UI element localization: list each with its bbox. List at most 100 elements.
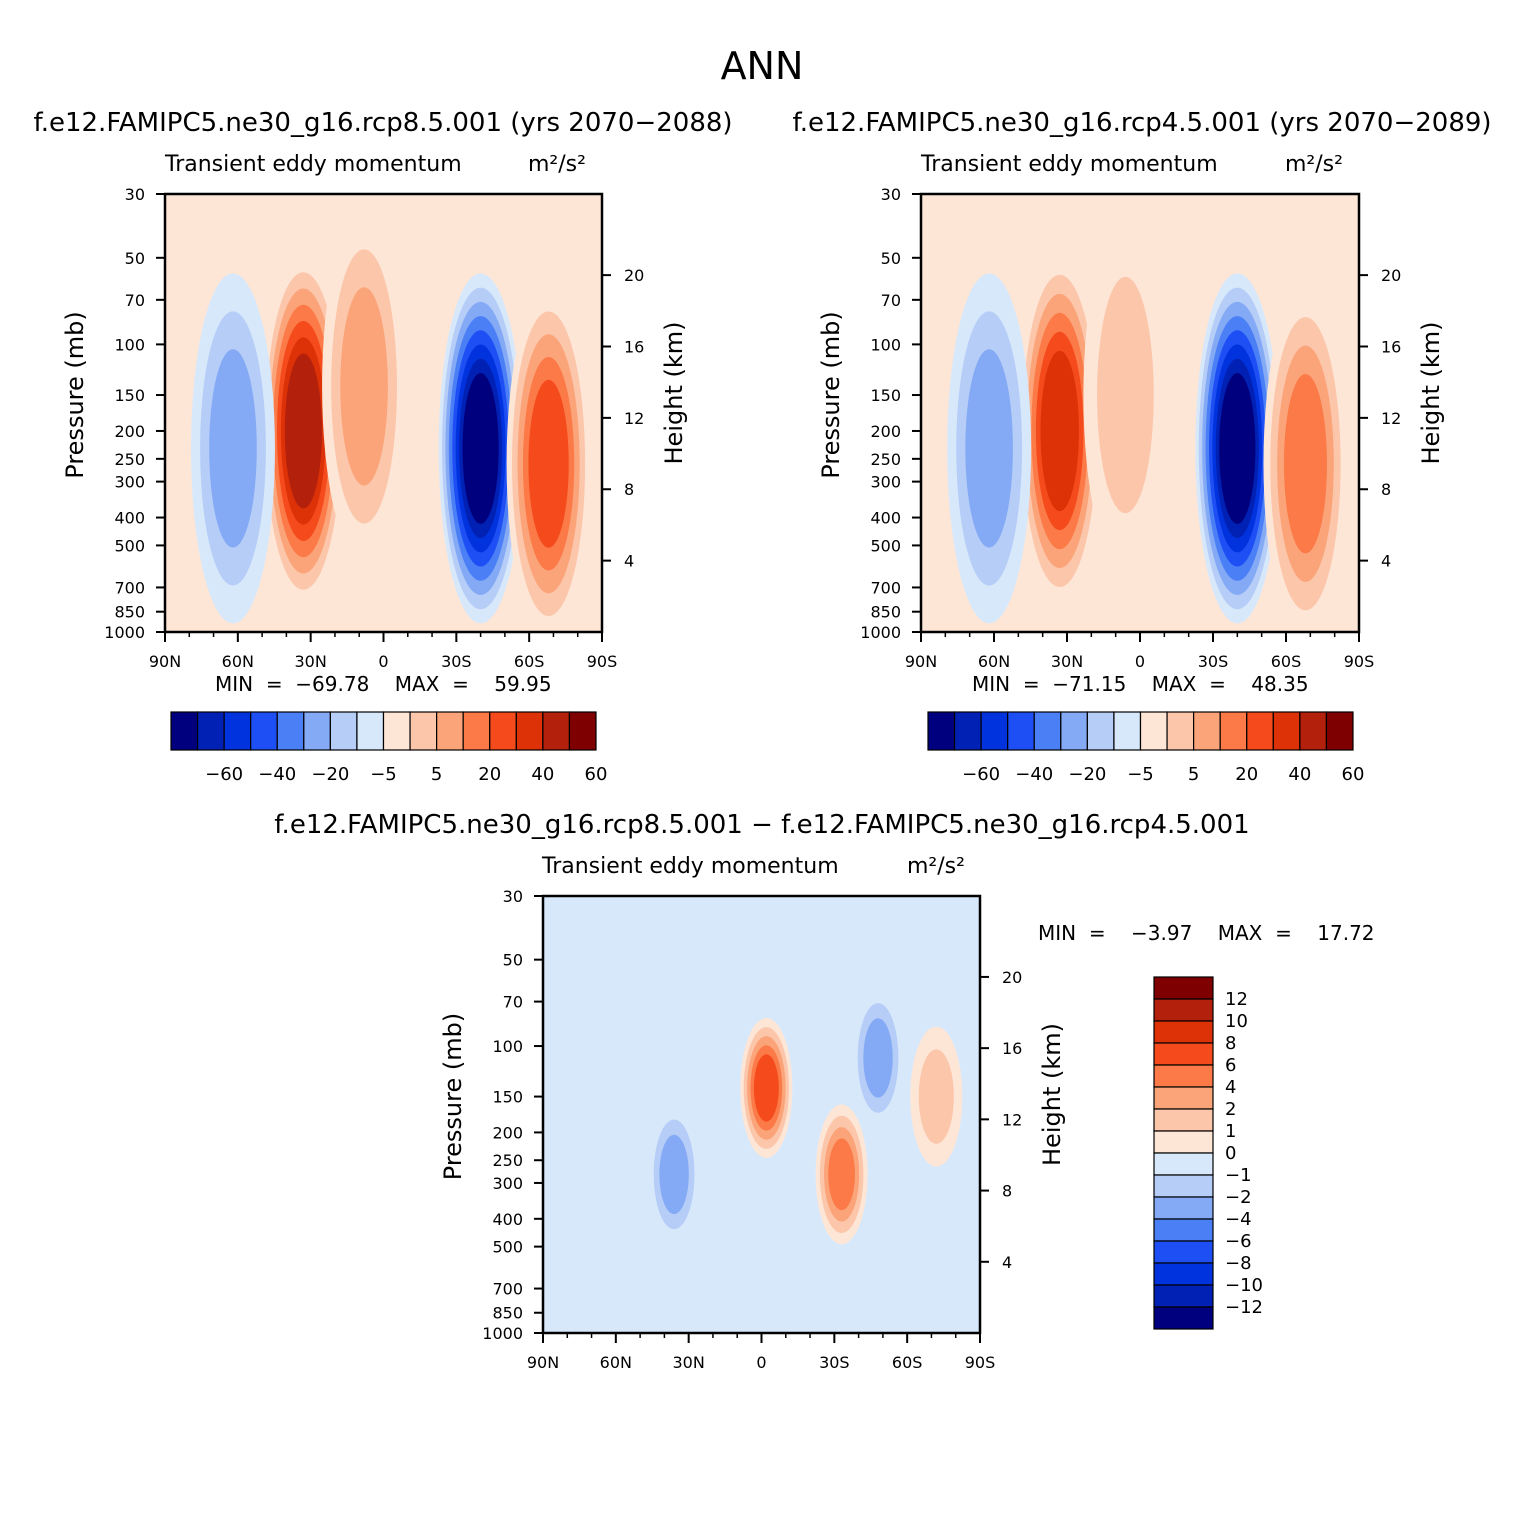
panel1-ytick-label-250: 250 (114, 450, 145, 469)
panel3-colorbar-box-10 (1153, 1196, 1214, 1220)
panel2-colorbar-label-7: 60 (1342, 764, 1365, 785)
panel3-ytick-right-label-12: 12 (1002, 1110, 1022, 1129)
panel3-colorbar-box-11 (1153, 1218, 1214, 1242)
panel1-xtick-label-3: 0 (378, 652, 388, 671)
panel1-ylabel: Pressure (mb) (61, 311, 89, 478)
panel3-field (543, 896, 980, 1333)
panel1-ytick-label-1000: 1000 (104, 623, 145, 642)
panel3-colorbar-box-14 (1153, 1284, 1214, 1308)
panel3-colorbar-box-4 (1153, 1064, 1214, 1088)
panel3-case-title: f.e12.FAMIPC5.ne30_g16.rcp8.5.001 − f.e1… (274, 810, 1250, 840)
panel3-colorbar-label-3: 6 (1225, 1055, 1236, 1076)
panel1-ytick-label-400: 400 (114, 509, 145, 528)
panel2-colorbar-label-0: −60 (962, 764, 1000, 785)
panel1-ytick-right-label-8: 8 (624, 480, 634, 499)
panel3-colorbar-label-12: −8 (1225, 1253, 1252, 1274)
panel1-colorbar-label-1: −40 (258, 764, 296, 785)
panel3-colorbar-label-10: −4 (1225, 1209, 1252, 1230)
panel3-colorbar-label-11: −6 (1225, 1231, 1252, 1252)
panel2-xtick-label-5: 60S (1271, 652, 1302, 671)
panel2-ytick-right-label-12: 12 (1381, 409, 1401, 428)
panel3-contour-4-1 (918, 1049, 954, 1144)
panel2-colorbar-label-1: −40 (1015, 764, 1053, 785)
panel2-ytick-label-150: 150 (870, 386, 901, 405)
panel2-colorbar-box-14 (1299, 711, 1328, 751)
panel3-colorbar-box-2 (1153, 1020, 1214, 1044)
panel3-contour-3-2 (863, 1018, 893, 1098)
panel1-colorbar-box-1 (196, 711, 225, 751)
panel2-colorbar-box-11 (1219, 711, 1248, 751)
panel3-colorbar-box-7 (1153, 1130, 1214, 1154)
panel1-colorbar-box-13 (515, 711, 544, 751)
panel1-colorbar-box-4 (276, 711, 305, 751)
panel1-ytick-label-100: 100 (114, 335, 145, 354)
panel2-xtick-label-3: 0 (1135, 652, 1145, 671)
panel1-colorbar-box-2 (223, 711, 252, 751)
panel1-contour-4-2 (340, 287, 388, 486)
panel1-ytick-label-150: 150 (114, 386, 145, 405)
panel3-ytick-label-500: 500 (492, 1238, 523, 1257)
panel1-colorbar-box-8 (382, 711, 411, 751)
panel2-xtick-label-2: 30N (1051, 652, 1083, 671)
panel1-colorbar-box-3 (250, 711, 278, 751)
panel3-colorbar-box-3 (1153, 1042, 1214, 1066)
panel3-colorbar-label-7: 0 (1225, 1143, 1236, 1164)
panel1-ytick-label-300: 300 (114, 473, 145, 492)
panel2-colorbar-box-9 (1166, 711, 1195, 751)
panel2-xtick-label-0: 90N (905, 652, 937, 671)
panel1-colorbar-box-5 (303, 711, 331, 751)
panel3-ytick-label-30: 30 (503, 887, 523, 906)
panel1-field (165, 194, 602, 632)
panel3-xtick-label-5: 60S (892, 1353, 923, 1372)
panel3-contour-1-3 (828, 1138, 855, 1211)
panel3-colorbar-box-12 (1153, 1240, 1214, 1264)
panel2-colorbar-box-15 (1325, 711, 1354, 751)
panel3-ytick-label-200: 200 (492, 1123, 523, 1142)
panel2-field (921, 194, 1359, 632)
panel1-colorbar-box-7 (356, 711, 385, 751)
panel3-colorbar-box-1 (1153, 998, 1214, 1022)
panel2-colorbar-box-0 (927, 711, 956, 751)
panel3-minmax: MIN = −3.97 MAX = 17.72 (1038, 921, 1375, 945)
panel3-colorbar-label-1: 10 (1225, 1011, 1248, 1032)
panel3-ytick-label-400: 400 (492, 1210, 523, 1229)
main-title: ANN (720, 44, 804, 88)
panel3-ytick-label-700: 700 (492, 1280, 523, 1299)
panel2-contour-3-3 (1283, 374, 1327, 554)
panel2-subtitle: Transient eddy momentum (921, 152, 1218, 177)
panel1-colorbar-box-12 (489, 711, 517, 751)
panel3-ylabel: Pressure (mb) (439, 1013, 467, 1180)
panel3-colorbar-box-6 (1153, 1108, 1214, 1132)
panel3-xtick-label-0: 90N (527, 1353, 559, 1372)
panel1-ylabel-right: Height (km) (660, 322, 688, 465)
panel1-colorbar-box-11 (462, 711, 491, 751)
panel2-colorbar-box-5 (1060, 711, 1088, 751)
panel1-ytick-label-50: 50 (125, 249, 145, 268)
panel3-xtick-label-2: 30N (673, 1353, 705, 1372)
panel3-xtick-label-3: 0 (756, 1353, 766, 1372)
panel1-xtick-label-2: 30N (295, 652, 327, 671)
panel1-ytick-label-30: 30 (125, 185, 145, 204)
panel1-ytick-right-label-4: 4 (624, 552, 634, 571)
panel1-colorbar-label-7: 60 (585, 764, 608, 785)
panel1-colorbar-box-10 (436, 711, 464, 751)
panel3-ytick-label-150: 150 (492, 1088, 523, 1107)
panel2-ytick-label-300: 300 (870, 473, 901, 492)
panel2-minmax: MIN = −71.15 MAX = 48.35 (972, 672, 1309, 696)
panel1-colorbar-box-15 (568, 711, 597, 751)
panel3-colorbar-box-9 (1153, 1174, 1214, 1198)
panel2-ytick-label-700: 700 (870, 578, 901, 597)
panel2-colorbar-box-4 (1033, 711, 1062, 751)
panel2-colorbar-box-7 (1113, 711, 1142, 751)
panel3-ytick-right-label-8: 8 (1002, 1182, 1012, 1201)
panel3-ytick-label-850: 850 (492, 1304, 523, 1323)
panel1-colorbar-box-9 (409, 711, 438, 751)
panel2-contour-2-2 (965, 349, 1013, 548)
panel3-ytick-label-250: 250 (492, 1151, 523, 1170)
panel3-colorbar-box-13 (1153, 1262, 1214, 1286)
panel1-ytick-label-700: 700 (114, 578, 145, 597)
panel2-ytick-label-1000: 1000 (860, 623, 901, 642)
panel2-contour-4-1 (1097, 276, 1154, 514)
panel2-ytick-label-200: 200 (870, 422, 901, 441)
